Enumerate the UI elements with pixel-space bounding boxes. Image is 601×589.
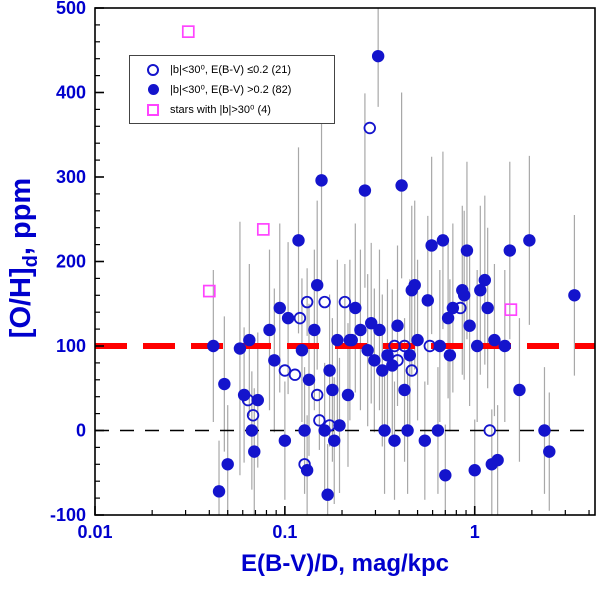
svg-text:200: 200 bbox=[56, 252, 86, 272]
svg-text:0: 0 bbox=[76, 421, 86, 441]
legend: |b|<30⁰, E(B-V) ≤0.2 (21) |b|<30⁰, E(B-V… bbox=[129, 55, 335, 124]
legend-item-open-square: stars with |b|>30⁰ (4) bbox=[136, 103, 328, 116]
legend-item-filled-circle: |b|<30⁰, E(B-V) >0.2 (82) bbox=[136, 83, 328, 96]
x-axis-label: E(B-V)/D, mag/kpc bbox=[240, 550, 450, 577]
svg-text:0.01: 0.01 bbox=[77, 522, 112, 542]
svg-text:300: 300 bbox=[56, 167, 86, 187]
svg-text:1: 1 bbox=[470, 522, 480, 542]
open-circle-icon bbox=[136, 63, 170, 76]
legend-label: |b|<30⁰, E(B-V) >0.2 (82) bbox=[170, 84, 292, 96]
filled-circle-icon bbox=[136, 84, 170, 95]
legend-item-open-circle: |b|<30⁰, E(B-V) ≤0.2 (21) bbox=[136, 63, 328, 76]
legend-label: stars with |b|>30⁰ (4) bbox=[170, 104, 271, 116]
y-axis-label-rest: , ppm bbox=[5, 177, 38, 256]
svg-text:500: 500 bbox=[56, 0, 86, 18]
svg-text:-100: -100 bbox=[50, 505, 86, 525]
open-square-icon bbox=[136, 103, 170, 116]
svg-text:100: 100 bbox=[56, 336, 86, 356]
y-axis-label: [O/H]d, ppm bbox=[5, 178, 43, 338]
y-axis-label-sub: d bbox=[19, 255, 42, 268]
y-axis-label-main: [O/H] bbox=[5, 267, 38, 339]
legend-label: |b|<30⁰, E(B-V) ≤0.2 (21) bbox=[170, 64, 292, 76]
svg-text:400: 400 bbox=[56, 83, 86, 103]
svg-text:0.1: 0.1 bbox=[272, 522, 297, 542]
